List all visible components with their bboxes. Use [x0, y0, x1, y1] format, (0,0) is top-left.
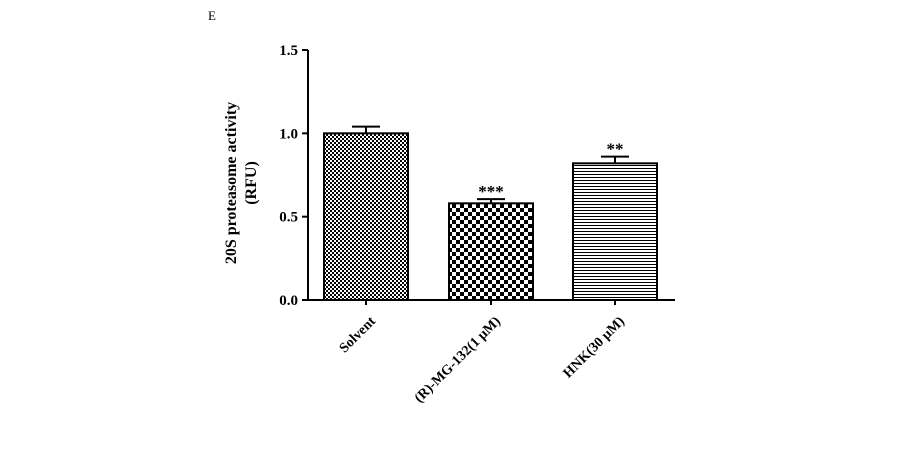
y-ticks: 0.0 0.5 1.0 1.5: [279, 43, 308, 309]
y-tick-label-2: 1.0: [279, 126, 298, 142]
x-tick-label-0: Solvent: [337, 314, 379, 356]
bars: *****: [323, 125, 658, 301]
x-tick-label-1: (R)-MG-132(1 μM): [412, 314, 504, 406]
y-tick-label-0: 0.0: [279, 293, 298, 309]
x-labels: Solvent (R)-MG-132(1 μM) HNK(30 μM): [337, 300, 628, 406]
bar-0: [323, 132, 409, 301]
significance-label-2: **: [607, 140, 624, 159]
y-axis-title: 20S proteasome activity (RFU): [223, 102, 260, 264]
significance-label-1: ***: [478, 182, 504, 201]
x-tick-label-2: HNK(30 μM): [561, 314, 628, 381]
bar-1: [448, 202, 534, 301]
y-axis-title-line-1: 20S proteasome activity: [223, 102, 240, 264]
bar-2: [572, 162, 658, 301]
y-axis-title-line-2: (RFU): [243, 161, 260, 205]
y-tick-label-1: 0.5: [279, 210, 298, 226]
panel-label: E: [208, 8, 216, 23]
y-tick-label-3: 1.5: [279, 43, 298, 59]
